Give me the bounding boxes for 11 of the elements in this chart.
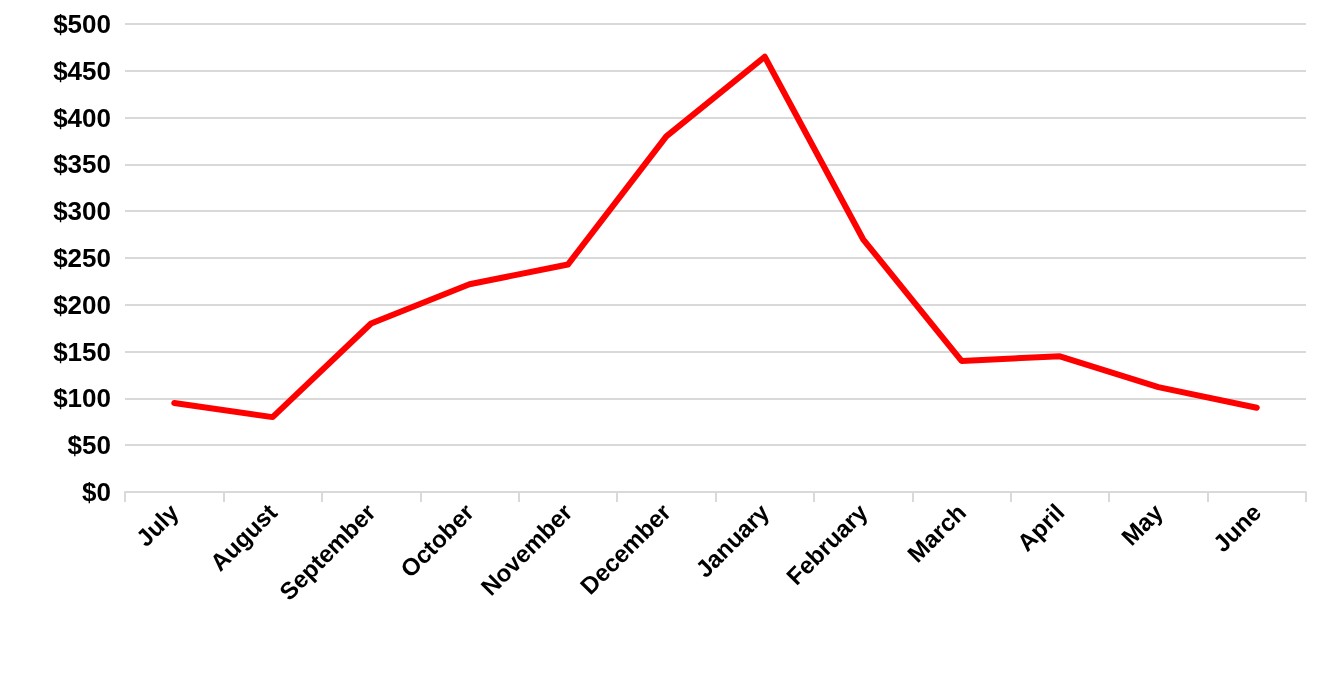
y-tick-label: $50	[67, 430, 111, 461]
y-tick-label: $200	[53, 289, 111, 320]
y-tick-label: $500	[53, 9, 111, 39]
y-tick-label: $150	[53, 336, 111, 367]
y-tick-label: $400	[53, 102, 111, 133]
y-tick-label: $350	[53, 149, 111, 180]
y-tick-label: $0	[82, 477, 111, 507]
y-tick-label: $250	[53, 243, 111, 273]
y-tick-label: $100	[53, 383, 111, 414]
y-tick-label: $300	[53, 196, 111, 227]
y-tick-label: $450	[53, 55, 111, 86]
